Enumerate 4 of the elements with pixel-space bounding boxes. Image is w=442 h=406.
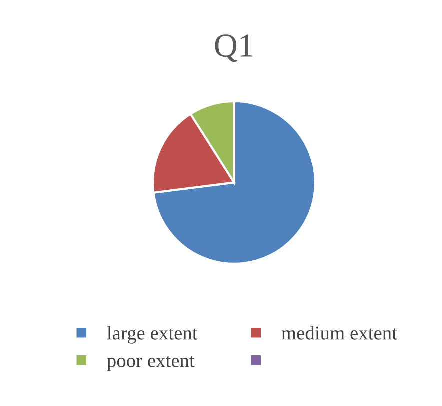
legend-label: poor extent <box>107 356 195 372</box>
legend-label: large extent <box>107 326 198 344</box>
legend-label: medium extent <box>282 326 398 340</box>
chart-title: Q1 <box>215 34 253 62</box>
